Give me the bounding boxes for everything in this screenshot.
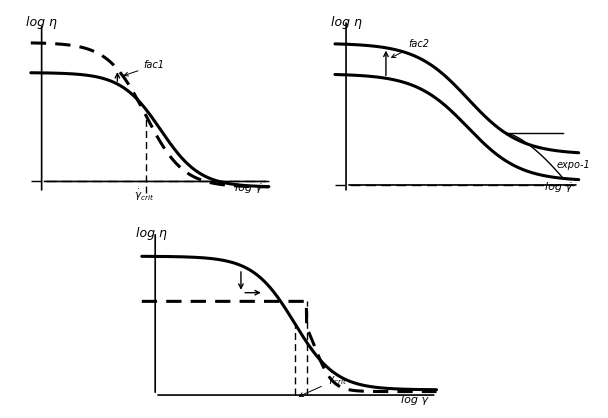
Text: $\dot{\gamma}_{crit}$: $\dot{\gamma}_{crit}$ xyxy=(134,188,154,204)
Text: log γ̇: log γ̇ xyxy=(235,183,263,193)
Text: log η: log η xyxy=(27,16,57,29)
Text: log η: log η xyxy=(331,16,361,29)
Text: fac2: fac2 xyxy=(392,39,429,57)
Text: fac1: fac1 xyxy=(124,61,164,76)
Text: log γ̇: log γ̇ xyxy=(545,182,572,192)
Text: log η: log η xyxy=(136,227,167,240)
Text: expo-1: expo-1 xyxy=(556,160,590,170)
Text: $\dot{\gamma}_{crit}$: $\dot{\gamma}_{crit}$ xyxy=(299,372,347,396)
Text: log γ̇: log γ̇ xyxy=(401,395,429,405)
